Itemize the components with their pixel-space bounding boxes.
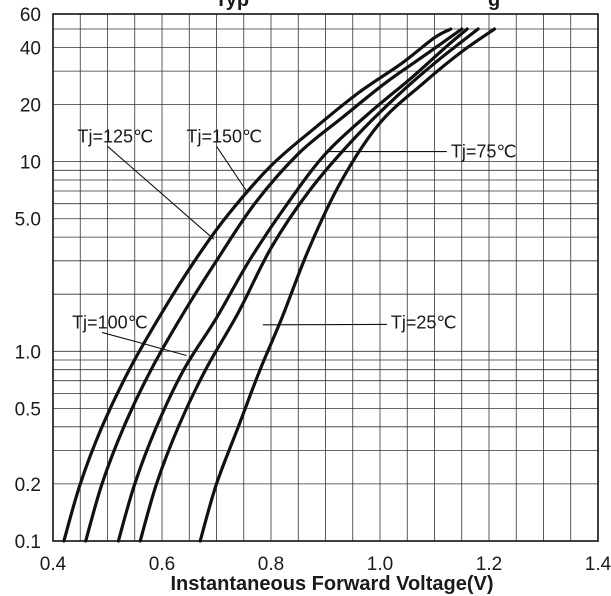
plot-frame [52, 13, 599, 542]
x-tick-label: 0.6 [149, 554, 175, 575]
series-annotation-label: Tj=25℃ [391, 312, 457, 332]
annotation-leader-line [101, 331, 187, 357]
annotation-leaders [101, 145, 447, 357]
x-tick-label: 1.2 [476, 554, 502, 575]
series-line [62, 27, 453, 543]
x-tick-label: 0.4 [40, 554, 67, 575]
annotation-leader-line [216, 145, 247, 192]
y-tick-labels: 0.1 0.2 0.5 1.0 5.0 10 20 40 60 [15, 5, 41, 553]
curves [62, 27, 497, 543]
chart-title-fragment: Typ [215, 0, 249, 11]
series-annotation-label: Tj=150℃ [187, 126, 263, 146]
series-line [84, 27, 464, 543]
y-tick-label: 20 [20, 96, 41, 117]
x-tick-label: 1.4 [585, 554, 611, 575]
x-tick-label: 1.0 [367, 554, 393, 575]
x-axis-label: Instantaneous Forward Voltage(V) [171, 573, 494, 595]
series-annotation-label: Tj=75℃ [451, 142, 517, 162]
y-tick-label: 60 [20, 5, 41, 26]
y-tick-label: 1.0 [15, 342, 41, 363]
x-tick-labels: 0.4 0.6 0.8 1.0 1.2 1.4 [40, 554, 611, 575]
annotation-labels: Tj=125℃ Tj=150℃ Tj=75℃ Tj=100℃ Tj=25℃ [72, 126, 517, 332]
series-line [198, 27, 497, 543]
series-annotation-label: Tj=100℃ [72, 312, 148, 332]
grid-minor [53, 14, 598, 541]
y-tick-label: 0.1 [15, 532, 41, 553]
y-tick-label: 0.5 [15, 399, 41, 420]
y-tick-label: 40 [20, 38, 41, 59]
annotation-leader-line [107, 145, 215, 240]
y-tick-label: 10 [20, 153, 41, 174]
series-annotation-label: Tj=125℃ [78, 126, 154, 146]
series-line [138, 27, 480, 543]
x-tick-label: 0.8 [258, 554, 284, 575]
series-line [116, 27, 469, 543]
chart-title-fragment-tail: g [488, 0, 500, 11]
y-tick-label: 5.0 [15, 210, 41, 231]
y-tick-label: 0.2 [15, 475, 41, 496]
